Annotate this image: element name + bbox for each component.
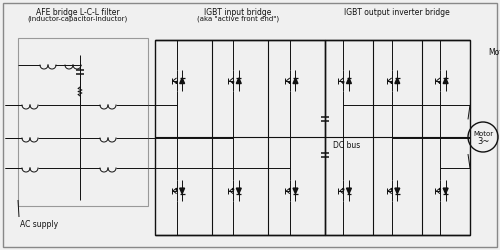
Polygon shape [343, 188, 344, 190]
Polygon shape [180, 78, 184, 84]
Text: 3~: 3~ [477, 138, 489, 146]
Bar [155, 40, 325, 235]
Polygon shape [236, 78, 241, 84]
Polygon shape [176, 82, 177, 84]
Text: Motor: Motor [488, 48, 500, 57]
Text: (inductor-capacitor-inductor): (inductor-capacitor-inductor) [28, 15, 128, 22]
Text: IGBT input bridge: IGBT input bridge [204, 8, 272, 17]
Bar [18, 38, 148, 206]
Text: AFE bridge L-C-L filter: AFE bridge L-C-L filter [36, 8, 120, 17]
Text: (aka "active front end"): (aka "active front end") [197, 15, 279, 22]
Polygon shape [293, 188, 298, 194]
Polygon shape [391, 82, 392, 84]
Polygon shape [293, 78, 298, 84]
Text: AC supply: AC supply [20, 220, 58, 229]
Text: Motor: Motor [473, 131, 493, 137]
Text: DC bus: DC bus [333, 140, 360, 149]
Polygon shape [443, 78, 448, 84]
Bar [325, 40, 470, 235]
Polygon shape [232, 188, 234, 190]
Text: IGBT output inverter bridge: IGBT output inverter bridge [344, 8, 450, 17]
Polygon shape [180, 188, 184, 194]
Polygon shape [395, 188, 400, 194]
Polygon shape [346, 78, 352, 84]
Polygon shape [391, 188, 392, 190]
Polygon shape [395, 78, 400, 84]
Polygon shape [232, 82, 234, 84]
Polygon shape [176, 188, 177, 190]
Polygon shape [443, 188, 448, 194]
Polygon shape [346, 188, 352, 194]
Polygon shape [236, 188, 241, 194]
Polygon shape [343, 82, 344, 84]
